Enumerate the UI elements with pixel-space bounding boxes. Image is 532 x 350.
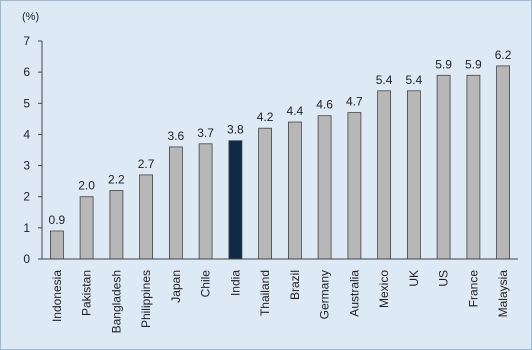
value-labels: 0.9 2.0 2.2 2.7 3.6 3.7 3.8 4.2 4.4 4.6 4.7 5.4 5.4 5…	[49, 48, 512, 227]
bar-malaysia	[496, 65, 511, 260]
category-label: US	[437, 270, 451, 287]
category-label: Australia	[347, 270, 361, 317]
y-tick-label: 4	[23, 127, 30, 141]
value-label: 3.8	[227, 123, 244, 137]
value-label: 3.7	[197, 126, 214, 140]
value-label: 4.4	[287, 104, 304, 118]
value-label: 5.9	[465, 57, 482, 71]
value-label: 2.0	[78, 179, 95, 193]
bar-bangladesh	[109, 190, 124, 260]
bar-france	[466, 74, 481, 260]
value-label: 4.6	[316, 98, 333, 112]
y-axis-unit-label: (%)	[22, 11, 39, 23]
category-label: Pakistan	[80, 270, 94, 316]
y-tick-label: 0	[23, 252, 30, 266]
category-label: France	[466, 270, 480, 308]
category-label: Bangladesh	[109, 270, 123, 333]
bar-india	[228, 140, 243, 260]
bar-germany	[317, 115, 332, 260]
y-tick-label: 7	[23, 34, 30, 48]
bar-chile	[198, 143, 213, 260]
bar-mexico	[377, 90, 392, 260]
category-label: Philippines	[139, 270, 153, 328]
category-label: Brazil	[288, 270, 302, 300]
y-tick-label: 3	[23, 159, 30, 173]
value-label: 4.2	[257, 110, 274, 124]
value-label: 2.2	[108, 173, 125, 187]
value-label: 5.4	[376, 73, 393, 87]
y-tick-label: 1	[23, 221, 30, 235]
bar-uk	[406, 90, 421, 260]
category-label: Indonesia	[50, 270, 64, 322]
bar-japan	[168, 146, 183, 260]
category-label: Germany	[318, 270, 332, 319]
bar-brazil	[287, 121, 302, 260]
value-label: 6.2	[495, 48, 512, 62]
bar-us	[436, 74, 451, 260]
category-label: India	[228, 270, 242, 296]
bar-philippines	[139, 174, 154, 260]
bar-indonesia	[50, 230, 64, 260]
value-label: 5.9	[435, 57, 452, 71]
y-tick-label: 2	[23, 190, 30, 204]
value-label: 2.7	[138, 157, 155, 171]
value-label: 4.7	[346, 95, 363, 109]
bar-pakistan	[79, 196, 94, 260]
y-tick-label: 6	[23, 65, 30, 79]
bar-australia	[347, 112, 362, 260]
category-label: Chile	[199, 270, 213, 298]
y-tick-label: 5	[23, 96, 30, 110]
category-label: UK	[407, 270, 421, 287]
value-label: 3.6	[168, 129, 185, 143]
category-label: Mexico	[377, 270, 391, 308]
bar-thailand	[258, 127, 273, 260]
value-label: 5.4	[406, 73, 423, 87]
value-label: 0.9	[49, 213, 66, 227]
bars	[50, 65, 511, 260]
category-label: Thailand	[258, 270, 272, 316]
y-axis: 0 1 2 3 4 5 6 7	[23, 34, 43, 266]
x-axis: Indonesia Pakistan Bangladesh Philippines Ja…	[50, 270, 510, 334]
category-label: Malaysia	[496, 270, 510, 318]
category-label: Japan	[169, 270, 183, 303]
